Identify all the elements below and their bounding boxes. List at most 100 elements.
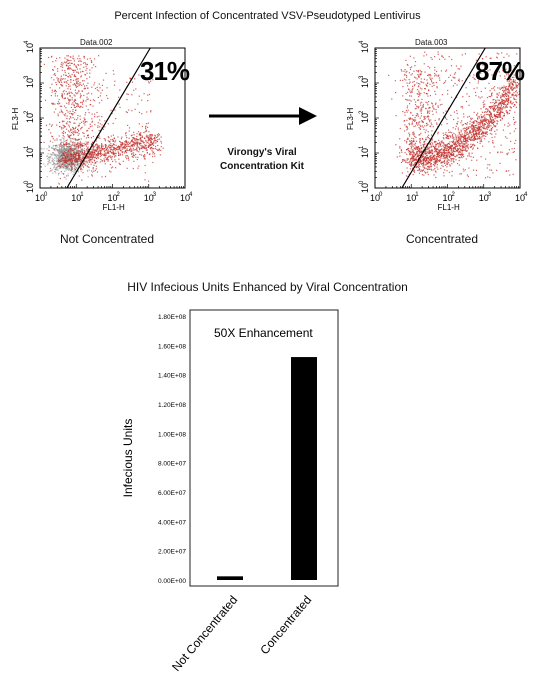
scatter-point [53, 167, 55, 169]
scatter-point [483, 123, 485, 125]
scatter-point [62, 78, 64, 80]
scatter-point [493, 99, 495, 101]
scatter-point [83, 156, 85, 158]
scatter-point [420, 152, 422, 154]
scatter-point [482, 124, 484, 126]
scatter-point [459, 136, 461, 138]
scatter-point [56, 154, 58, 156]
scatter-point [430, 165, 433, 167]
scatter-point [479, 127, 481, 129]
scatter-point [77, 139, 79, 141]
scatter-point [475, 95, 477, 97]
scatter-point [77, 151, 79, 153]
scatter-point [69, 156, 71, 158]
scatter-point [431, 149, 433, 151]
scatter-point [48, 129, 50, 131]
scatter-point [92, 151, 94, 153]
scatter-point [115, 144, 117, 146]
scatter-point [129, 147, 131, 149]
scatter-point [91, 174, 93, 176]
scatter-point [59, 145, 61, 148]
scatter-point [61, 155, 63, 157]
arrow-caption-line2: Concentration Kit [220, 161, 304, 172]
scatter-point [479, 126, 481, 128]
scatter-point [152, 79, 154, 81]
scatter-point [465, 140, 467, 142]
scatter-point [437, 133, 439, 135]
scatter-point [411, 140, 413, 142]
left-plot-caption: Not Concentrated [59, 232, 155, 246]
scatter-point [458, 138, 460, 140]
scatter-point [433, 145, 435, 147]
scatter-point [452, 147, 454, 149]
scatter-point [446, 146, 448, 148]
scatter-point [104, 156, 106, 158]
scatter-point [136, 145, 138, 147]
scatter-point [78, 153, 80, 155]
scatter-point [414, 144, 416, 146]
scatter-point [480, 133, 482, 135]
scatter-point [440, 151, 442, 153]
scatter-point [412, 174, 414, 176]
scatter-point [414, 158, 416, 160]
scatter-point [407, 162, 409, 164]
scatter-point [58, 81, 60, 83]
scatter-point [426, 155, 428, 157]
x-tick-label: 10 [108, 193, 118, 203]
scatter-point [432, 164, 434, 166]
scatter-point [106, 157, 108, 159]
scatter-point [73, 170, 75, 172]
scatter-point [435, 141, 437, 143]
scatter-point [470, 117, 472, 119]
scatter-point [137, 103, 139, 105]
scatter-point [444, 164, 446, 166]
scatter-point [470, 146, 472, 148]
scatter-point [70, 62, 72, 64]
scatter-point [91, 93, 93, 95]
scatter-point [144, 144, 146, 146]
scatter-point [494, 103, 496, 105]
scatter-point [81, 159, 83, 162]
scatter-point [425, 153, 427, 155]
scatter-point [134, 138, 136, 140]
scatter-point [419, 139, 421, 141]
scatter-point [465, 150, 467, 152]
scatter-point [503, 115, 505, 117]
scatter-point [400, 149, 403, 151]
scatter-point [115, 148, 117, 150]
scatter-point [448, 149, 450, 151]
scatter-point [77, 142, 79, 144]
scatter-point [464, 127, 466, 129]
scatter-point [468, 136, 470, 138]
scatter-point [452, 161, 454, 163]
scatter-point [157, 149, 159, 151]
scatter-point [71, 113, 73, 115]
scatter-point [86, 64, 88, 66]
scatter-point [504, 101, 506, 103]
scatter-point [75, 169, 77, 171]
scatter-point [77, 165, 79, 167]
scatter-point [448, 155, 450, 157]
scatter-point [425, 129, 427, 131]
scatter-point [452, 127, 454, 129]
scatter-point [409, 160, 411, 163]
scatter-point [62, 143, 65, 145]
scatter-point [403, 120, 405, 122]
scatter-point [409, 154, 411, 156]
scatter-point [418, 134, 420, 136]
scatter-point [412, 165, 414, 167]
scatter-point [52, 152, 54, 154]
scatter-point [82, 62, 85, 64]
scatter-point [419, 124, 421, 126]
scatter-point [476, 122, 478, 124]
scatter-point [145, 148, 147, 150]
scatter-point [139, 134, 141, 136]
scatter-point [419, 134, 421, 136]
scatter-point [68, 155, 70, 157]
scatter-point [67, 134, 69, 136]
scatter-point [86, 121, 88, 123]
scatter-point [435, 161, 438, 163]
scatter-point [499, 103, 501, 105]
scatter-point [151, 142, 153, 144]
scatter-point [86, 161, 88, 163]
